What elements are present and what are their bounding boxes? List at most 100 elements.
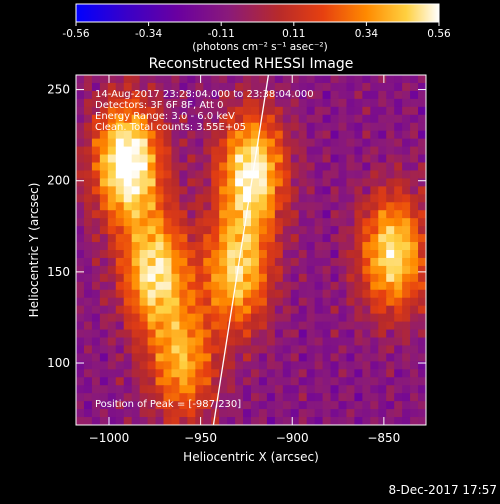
heatmap-cell [139,273,149,283]
heatmap-cell [187,162,196,172]
heatmap-cell [76,210,85,219]
heatmap-cell [338,122,348,132]
heatmap-cell [171,305,181,315]
heatmap-cell [274,75,284,84]
heatmap-cell [282,170,292,180]
heatmap-cell [251,106,260,116]
heatmap-cell [131,130,141,140]
heatmap-cell [298,98,308,108]
heatmap-cell [187,273,196,283]
heatmap-cell [418,353,426,362]
chart-title: Reconstructed RHESSI Image [149,56,354,72]
heatmap-cell [163,257,173,267]
heatmap-cell [243,409,252,418]
heatmap-cell [410,250,419,259]
heatmap-cell [266,345,276,355]
heatmap-cell [370,146,379,156]
heatmap-cell [195,273,204,283]
heatmap-cell [298,321,308,331]
heatmap-cell [346,218,356,227]
heatmap-cell [306,337,316,347]
heatmap-cell [314,361,324,370]
heatmap-cell [378,337,387,347]
heatmap-cell [354,154,363,164]
heatmap-cell [274,210,284,219]
heatmap-cell [171,234,181,243]
heatmap-cell [91,297,101,307]
heatmap-cell [330,154,340,164]
heatmap-cell [163,186,173,195]
heatmap-cell [243,234,252,243]
heatmap-cell [386,90,395,100]
heatmap-cell [370,98,379,108]
heatmap-cell [306,98,316,108]
heatmap-cell [314,353,324,362]
heatmap-cell [338,186,348,195]
heatmap-cell [243,393,252,402]
heatmap-cell [274,178,284,187]
heatmap-cell [354,178,363,187]
heatmap-cell [76,218,85,227]
heatmap-cell [147,162,157,172]
heatmap-cell [410,369,419,378]
heatmap-cell [179,345,188,355]
heatmap-cell [251,82,260,92]
heatmap-cell [99,393,109,402]
heatmap-cell [394,361,403,370]
heatmap-cell [394,130,403,140]
heatmap-cell [290,321,300,331]
heatmap-cell [211,194,220,203]
heatmap-cell [290,138,300,148]
heatmap-cell [235,75,244,84]
heatmap-cell [91,82,101,92]
heatmap-cell [274,162,284,172]
heatmap-cell [179,122,188,132]
heatmap-cell [394,313,403,323]
heatmap-cell [306,369,316,378]
heatmap-cell [282,98,292,108]
heatmap-cell [274,90,284,100]
heatmap-cell [91,417,101,425]
heatmap-cell [187,90,196,100]
heatmap-cell [91,281,101,291]
heatmap-cell [203,122,212,132]
heatmap-cell [322,345,332,355]
heatmap-cell [76,401,85,410]
heatmap-cell [179,90,188,100]
heatmap-cell [298,138,308,148]
heatmap-cell [266,305,276,315]
heatmap-cell [354,186,363,195]
heatmap-cell [155,130,165,140]
heatmap-cell [330,98,340,108]
heatmap-cell [243,82,252,92]
heatmap-cell [386,154,395,164]
heatmap-cell [171,186,181,195]
heatmap-cell [107,210,117,219]
heatmap-cell [147,130,157,140]
heatmap-cell [251,186,260,195]
heatmap-cell [163,170,173,180]
heatmap-cell [330,194,340,203]
heatmap-cell [266,393,276,402]
heatmap-cell [330,186,340,195]
heatmap-cell [386,178,395,187]
heatmap-cell [362,257,371,267]
heatmap-cell [179,75,188,84]
heatmap-cell [314,242,324,251]
heatmap-cell [370,210,379,219]
heatmap-cell [211,257,220,267]
heatmap-cell [227,361,236,370]
heatmap-cell [386,130,395,140]
heatmap-cell [219,305,228,315]
heatmap-cell [251,202,260,211]
heatmap-cell [107,186,117,195]
heatmap-cell [386,202,395,211]
heatmap-cell [362,170,371,180]
heatmap-cell [410,242,419,251]
heatmap-cell [107,257,117,267]
heatmap-cell [418,393,426,402]
heatmap-cell [402,393,411,402]
heatmap-cell [386,281,395,291]
heatmap-cell [139,178,149,187]
heatmap-cell [266,138,276,148]
